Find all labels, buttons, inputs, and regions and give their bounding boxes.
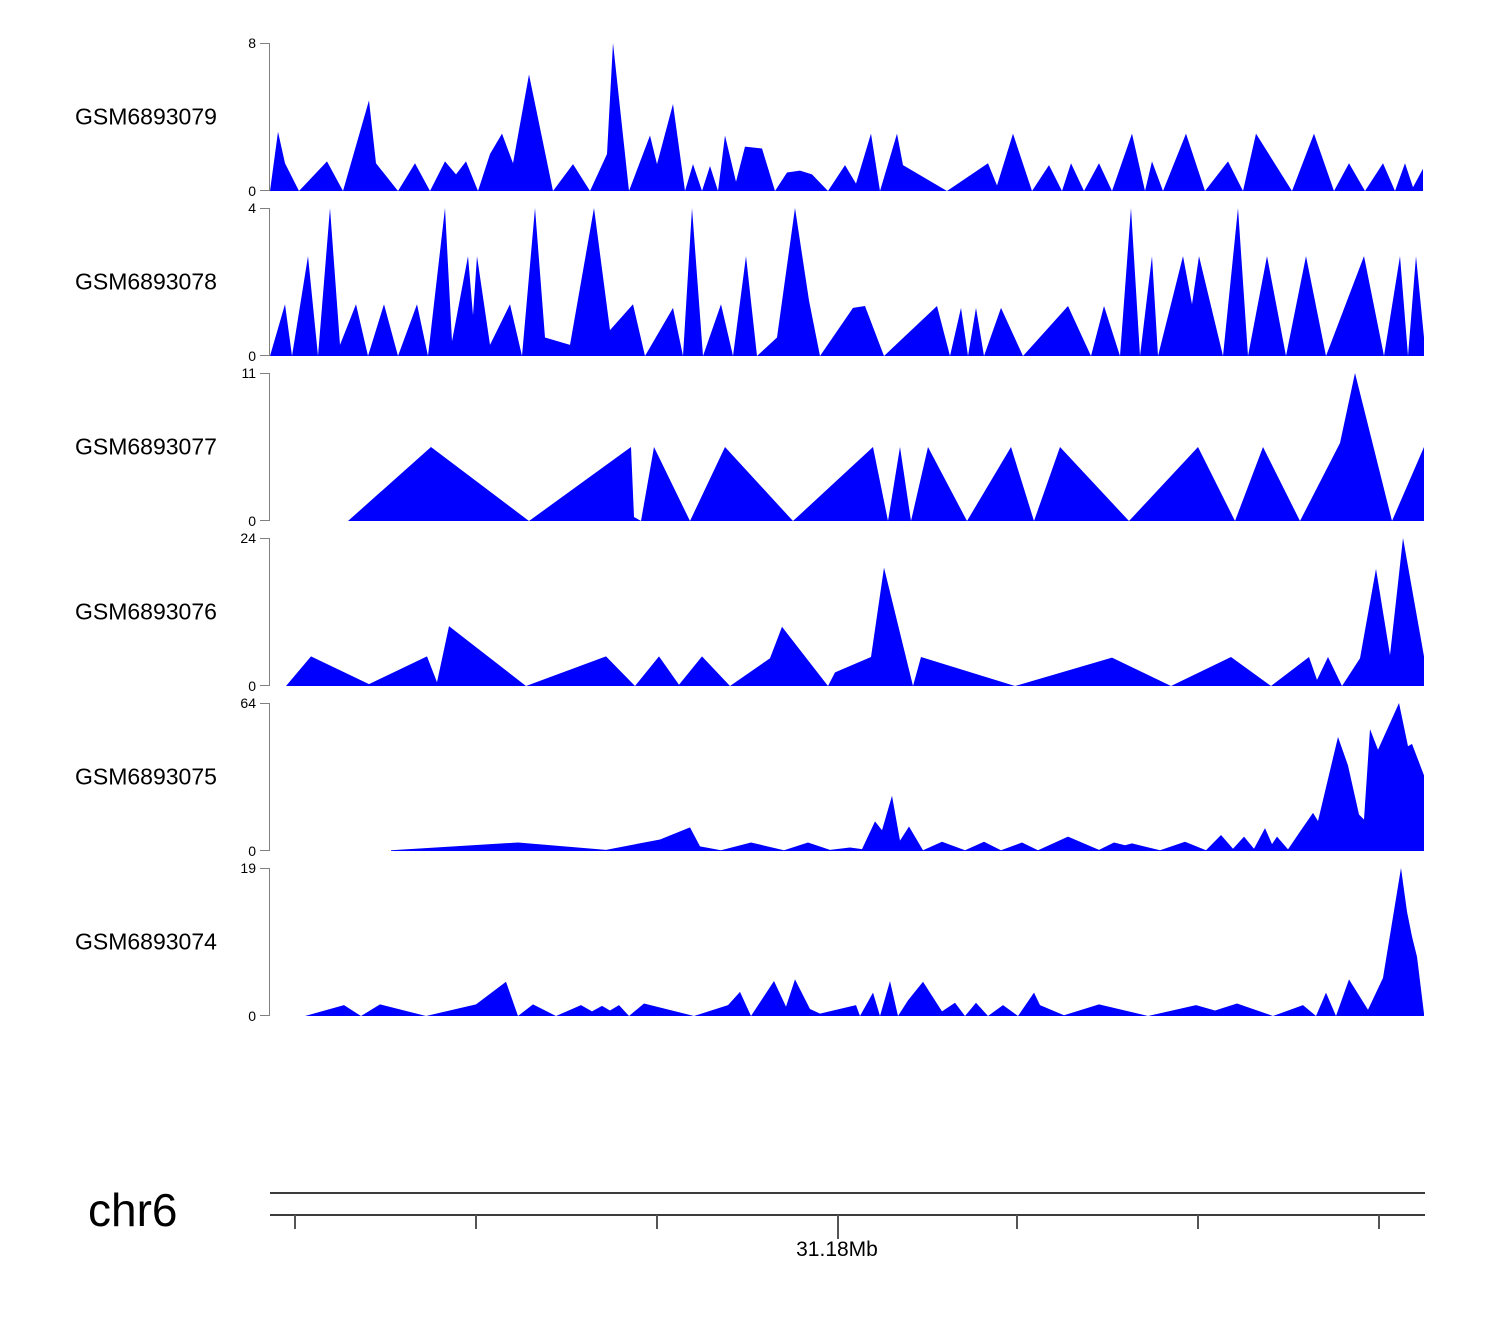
track-area-svg	[348, 373, 1424, 521]
y-axis-max-label: 4	[248, 200, 256, 216]
track-label: GSM6893077	[75, 433, 217, 460]
y-axis-zero-label: 0	[248, 1008, 256, 1024]
chromosome-label: chr6	[88, 1184, 178, 1236]
area-polygon	[305, 868, 1424, 1016]
axis-minor-tick	[656, 1215, 658, 1229]
track-label: GSM6893076	[75, 598, 217, 625]
area-polygon	[270, 43, 1423, 191]
y-axis-zero-label: 0	[248, 348, 256, 364]
track-label: GSM6893075	[75, 763, 217, 790]
axis-minor-tick	[1378, 1215, 1380, 1229]
track-area-svg	[270, 43, 1423, 191]
y-axis-zero-label: 0	[248, 843, 256, 859]
track-area-svg	[391, 703, 1424, 851]
axis-minor-tick	[475, 1215, 477, 1229]
axis-major-tick	[837, 1215, 839, 1239]
track-area-svg	[270, 208, 1424, 356]
track-area-svg	[305, 868, 1424, 1016]
y-axis-max-label: 8	[248, 35, 256, 51]
area-polygon	[391, 703, 1424, 851]
y-axis-zero-label: 0	[248, 513, 256, 529]
axis-minor-tick	[1016, 1215, 1018, 1229]
y-axis-max-label: 24	[240, 530, 256, 546]
y-axis-bracket	[260, 538, 270, 686]
area-polygon	[286, 538, 1424, 686]
y-axis-max-label: 11	[241, 365, 256, 381]
y-axis-zero-label: 0	[248, 678, 256, 694]
y-axis-bracket	[260, 868, 270, 1016]
track-label: GSM6893078	[75, 268, 217, 295]
y-axis-zero-label: 0	[248, 183, 256, 199]
genome-axis-position-label: 31.18Mb	[796, 1238, 878, 1261]
y-axis-bracket	[260, 703, 270, 851]
y-axis-max-label: 19	[240, 860, 256, 876]
area-polygon	[348, 373, 1424, 521]
y-axis-max-label: 64	[240, 695, 256, 711]
track-area-svg	[286, 538, 1424, 686]
genome-axis-lower-line	[270, 1214, 1425, 1216]
track-label: GSM6893074	[75, 928, 217, 955]
y-axis-bracket	[260, 208, 270, 356]
axis-minor-tick	[1197, 1215, 1199, 1229]
y-axis-bracket	[260, 43, 270, 191]
area-polygon	[270, 208, 1424, 356]
track-label: GSM6893079	[75, 103, 217, 130]
y-axis-bracket	[260, 373, 270, 521]
axis-minor-tick	[294, 1215, 296, 1229]
genome-axis-upper-line	[270, 1192, 1425, 1194]
